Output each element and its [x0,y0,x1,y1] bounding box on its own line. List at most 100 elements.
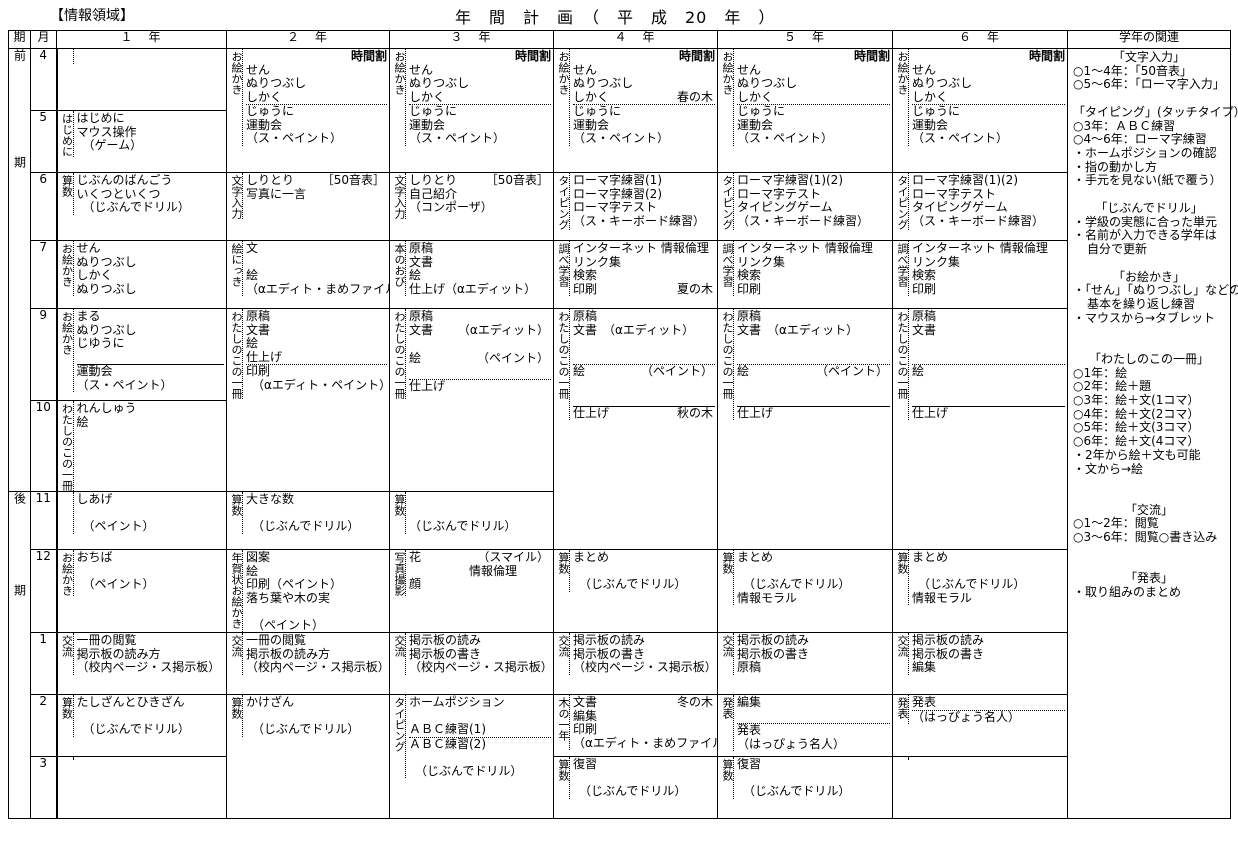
unit-label: 木の一年 [554,695,570,750]
plan-line: じゅうに [246,104,387,119]
plan-line: 原稿 [573,309,598,323]
plan-line: リンク集 [912,254,961,269]
plan-line: 仕上げ [409,378,551,394]
relation-line: ・ホームポジションの確認 [1073,146,1217,161]
unit-label: 交流 [58,633,74,675]
plan-line: ぬりつぶし [409,76,470,90]
unit-label: 算数 [554,757,570,799]
col-header-grade5: ５ 年 [717,30,893,49]
plan-cell-grade5: 交流 掲示板の読み 掲示板の書き 原稿 [717,632,893,695]
plan-cell-body: ローマ字練習(1) ローマ字練習(2) ローマ字テスト （ス・キーボード練習） [570,173,717,230]
plan-line: じゆうに [76,336,125,350]
plan-cell-grade5: 発表 編集 発表 （はっぴょう名人） [717,694,893,757]
relation-line: 自分で更新 [1087,242,1148,257]
unit-label: 調べ学習 [718,241,734,296]
plan-cell-grade5: わたしのこの一冊 原稿 文書 （αエディット） （ペイント）絵 仕上げ [717,308,893,550]
unit-label [58,757,74,759]
plan-line: 運動会 [409,117,446,132]
plan-line: タイピングゲーム [912,200,1008,214]
plan-line: 運動会 [246,117,283,132]
plan-line: 情報倫理 [409,563,518,578]
table-row: 1 交流 一冊の閲覧 掲示板の読み方 （校内ページ・ス掲示板） 交流 一冊の閲覧 掲示板の読み… [9,632,1231,695]
plan-line: 絵 [409,268,422,282]
plan-cell-body: 掲示板の読み 掲示板の書き （校内ページ・ス掲示板） [570,633,717,675]
plan-line: 情報モラル [912,590,973,605]
plan-cell-grade4: 算数 まとめ （じぶんでドリル） [553,549,718,633]
unit-label: 算数 [227,492,243,534]
plan-cell-grade4: 算数 復習 （じぶんでドリル） [553,756,718,819]
plan-line: （ス・ペイント） [737,131,834,145]
unit-label: 絵にっき [227,241,243,296]
plan-line: （ス・ペイント） [409,131,506,145]
relation-line: 「お絵かき」 [1112,269,1185,284]
plan-line: 文書 [912,322,937,337]
unit-label: 算数 [58,173,74,215]
plan-cell-grade1: 算数 じぶんのばんごう いくつといくつ （じぶんでドリル） [55,172,227,241]
plan-line: ホームポジション [409,695,505,709]
table-row: 前期 4 お絵かき 時間割 せん ぬりつぶし しかく じゅうに 運動会 （ス・ペイント） お絵かき… [8,48,1238,819]
plan-cell-grade6: 交流 掲示板の読み 掲示板の書き 編集 [892,632,1068,695]
timetable-caption: 時間割 [514,49,551,63]
relation-line: ・2年から絵＋文も可能 [1073,447,1201,462]
plan-cell-grade3: 交流 掲示板の読み 掲示板の書き （校内ページ・ス掲示板） [389,632,554,695]
plan-cell-grade2: 交流 一冊の閲覧 掲示板の読み方 （校内ページ・ス掲示板） [226,632,390,695]
plan-line: 絵 [246,336,259,350]
relation-line: ・マウスから→タブレット [1073,310,1216,325]
plan-cell-grade1 [55,756,227,819]
unit-label: 調べ学習 [893,241,909,296]
plan-cell-grade5: 算数 まとめ （じぶんでドリル） 情報モラル [717,549,893,633]
plan-cell-grade6: 算数 まとめ （じぶんでドリル） 情報モラル [892,549,1068,633]
plan-line: （ス・ペイント） [246,131,343,145]
unit-label: 写真撮影 [390,550,406,596]
plan-cell-body [74,757,227,759]
plan-cell-grade3: 算数 （じぶんでドリル） [389,491,554,550]
plan-cell-body: 図案絵印刷（ペイント） 落ち葉や木の実 （ペイント） [243,550,389,632]
plan-line: （じぶんでドリル） [76,722,190,736]
plan-line: （ペイント）絵 [409,350,549,365]
plan-cell-grade3: 本のおび 原稿 文書絵仕上げ（αエディット） [389,240,554,309]
plan-line: じぶんのばんごう [76,173,173,187]
plan-cell-grade1: しあげ （ペイント） [55,491,227,550]
plan-cell-grade2: 算数 かけざん （じぶんでドリル） [226,694,390,819]
plan-line: ［50音表］ しりとり [246,173,385,187]
plan-line: 編集 [912,660,937,674]
plan-line: 印刷（ペイント） [246,577,343,591]
plan-line: 原稿 [246,309,271,323]
unit-label: わたしのこの一冊 [390,309,406,399]
plan-line: 掲示板の読み方 [246,646,331,661]
unit-label: お絵かき [227,49,243,146]
plan-line: （校内ページ・ス掲示板） [409,660,553,674]
plan-cell-grade3: 写真撮影 （スマイル）花 情報倫理顔 [389,549,554,633]
plan-line: 文書 （αエディット） [573,322,695,337]
plan-cell-body: 原稿 文書絵仕上げ（αエディット） [406,241,553,296]
plan-cell-body [74,49,227,64]
plan-line: 仕上げ [912,405,1065,421]
plan-line: おちば [76,550,113,564]
plan-line: ぬりつぶし [912,76,973,90]
plan-line: （じぶんでドリル） [76,200,190,214]
plan-line: 検索 [737,268,762,282]
plan-cell-grade6: 調べ学習 インターネット 情報倫理 リンク集 検索 印刷 [892,240,1068,309]
unit-label: 本のおび [390,241,406,296]
relation-line: ・手元を見ない(紙で覆う） [1073,173,1222,188]
relation-line: 「タイピング」(タッチタイプ） [1073,104,1238,119]
month-cell: 5 [30,110,57,173]
unit-label: わたしのこの一冊 [227,309,243,399]
plan-cell-body: 時間割 せん ぬりつぶし しかく じゅうに 運動会 （ス・ペイント） [406,49,553,146]
month-cell: 4 [30,48,57,111]
table-row: 12 お絵かき おちば （ペイント） 年賀状お絵かき 図案絵印刷（ペイント） 落ち葉や木の… [9,549,1231,633]
plan-line: じゅうに [737,104,890,119]
unit-label [58,49,74,64]
plan-cell-grade4: 調べ学習 インターネット 情報倫理 リンク集 検索 夏の木 印刷 [553,240,718,309]
relation-line: ・学級の実態に合った単元 [1073,214,1218,229]
plan-line: 掲示板の読み [737,633,810,647]
plan-cell-grade5: 調べ学習 インターネット 情報倫理 リンク集 検索 印刷 [717,240,893,309]
timetable-caption: 時間割 [1028,49,1065,63]
plan-cell-grade1: はじめに はじめに マウス操作 （ゲーム） [55,110,227,173]
month-cell: 3 [30,756,57,819]
plan-line: しかく [409,89,446,104]
plan-cell-grade1: お絵かき おちば （ペイント） [55,549,227,633]
plan-cell-body: ホームポジション ＡＢＣ練習(1) ＡＢＣ練習(2) （じぶんでドリル） [406,695,553,778]
